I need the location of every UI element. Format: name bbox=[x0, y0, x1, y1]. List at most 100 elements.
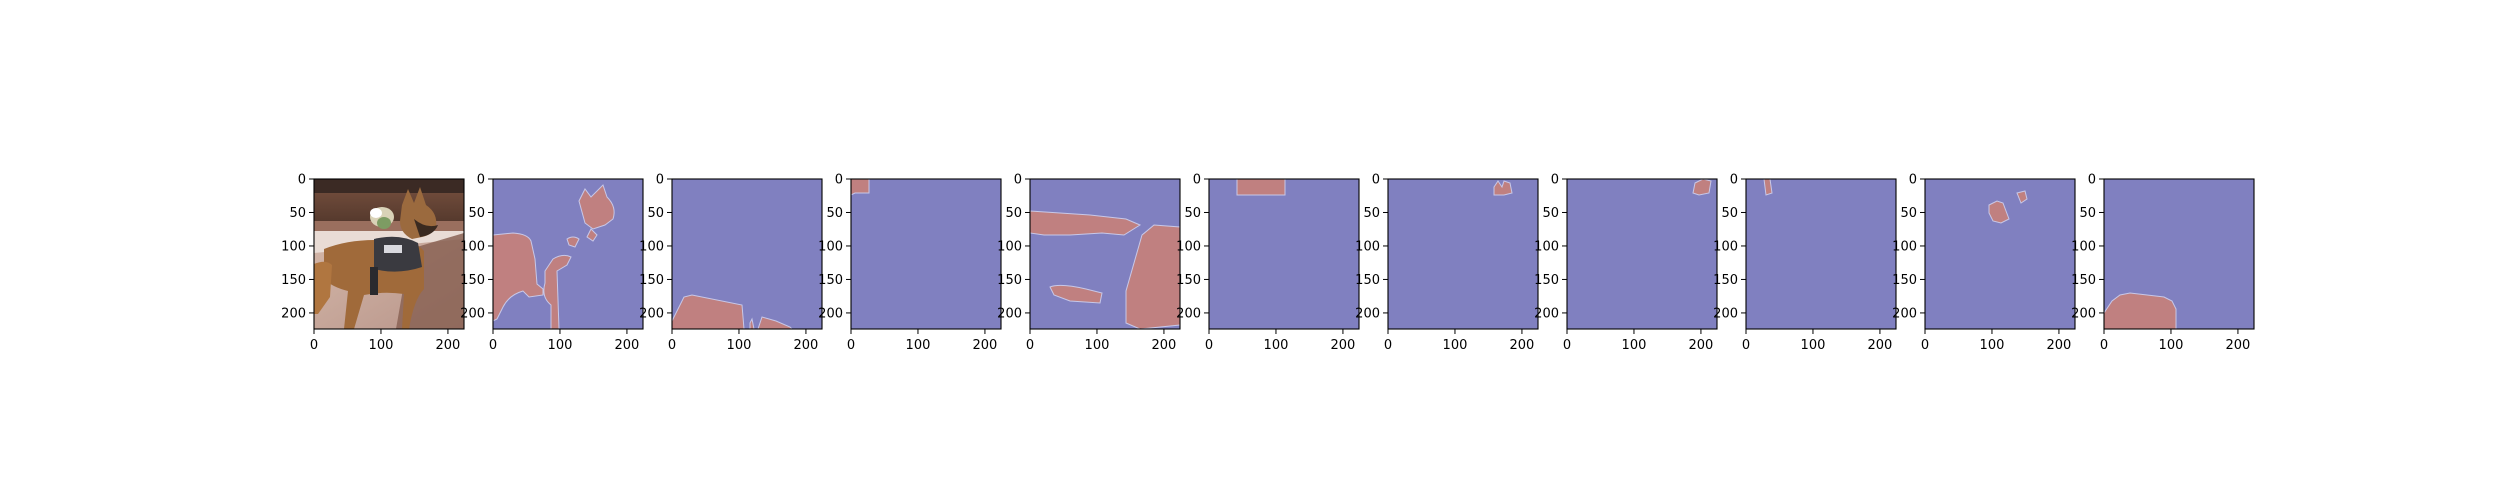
panel-mask-1 bbox=[492, 179, 643, 330]
y-tick-label: 50 bbox=[2079, 206, 2096, 221]
y-tick-label: 150 bbox=[1892, 273, 1917, 288]
axes-mask-7: 0 100 200 0 50 100 150 200 bbox=[1534, 173, 1718, 353]
axes-mask-4: 0 100 200 0 50 100 150 200 bbox=[997, 173, 1181, 353]
y-tick-label: 100 bbox=[818, 239, 843, 254]
axes-frame bbox=[313, 178, 465, 330]
y-tick-label: 0 bbox=[1551, 173, 1559, 188]
x-tick-label: 200 bbox=[794, 338, 819, 353]
x-tick-label: 100 bbox=[369, 338, 394, 353]
y-tick-label: 0 bbox=[1730, 173, 1738, 188]
x-tick-label: 100 bbox=[727, 338, 752, 353]
y-tick-label: 150 bbox=[460, 273, 485, 288]
x-tick-label: 100 bbox=[1801, 338, 1826, 353]
x-tick-label: 200 bbox=[1868, 338, 1893, 353]
y-tick-label: 0 bbox=[298, 173, 306, 188]
x-tick-label: 100 bbox=[548, 338, 573, 353]
y-tick-label: 0 bbox=[835, 173, 843, 188]
y-tick-label: 100 bbox=[1713, 239, 1738, 254]
panel-mask-3 bbox=[850, 178, 1001, 329]
axes-mask-8: 0 100 200 0 50 100 150 200 bbox=[1713, 173, 1897, 353]
axes-frame bbox=[1566, 178, 1718, 330]
axes-layer: 0 100 200 0 50 100 150 200 0 100 200 0 50 100 150 200 0 1… bbox=[281, 173, 2255, 353]
y-tick-label: 200 bbox=[818, 306, 843, 321]
y-tick-label: 100 bbox=[997, 239, 1022, 254]
axes-mask-6: 0 100 200 0 50 100 150 200 bbox=[1355, 173, 1539, 353]
axes-frame bbox=[1387, 178, 1539, 330]
y-tick-label: 0 bbox=[2088, 173, 2096, 188]
axes-frame bbox=[850, 178, 1002, 330]
y-tick-label: 100 bbox=[460, 239, 485, 254]
y-tick-label: 200 bbox=[460, 306, 485, 321]
x-tick-label: 200 bbox=[615, 338, 640, 353]
y-tick-label: 150 bbox=[281, 273, 306, 288]
y-tick-label: 100 bbox=[1355, 239, 1380, 254]
y-tick-label: 150 bbox=[818, 273, 843, 288]
y-tick-label: 150 bbox=[1713, 273, 1738, 288]
x-tick-label: 200 bbox=[2226, 338, 2251, 353]
x-tick-label: 200 bbox=[1152, 338, 1177, 353]
y-tick-label: 50 bbox=[826, 206, 843, 221]
y-tick-label: 50 bbox=[1005, 206, 1022, 221]
panel-mask-10 bbox=[2103, 179, 2254, 330]
panel-mask-9 bbox=[1925, 179, 2075, 329]
y-tick-label: 0 bbox=[1014, 173, 1022, 188]
axes-mask-2: 0 100 200 0 50 100 150 200 bbox=[639, 173, 823, 353]
x-tick-label: 0 bbox=[310, 338, 318, 353]
y-tick-label: 50 bbox=[1721, 206, 1738, 221]
y-tick-label: 50 bbox=[289, 206, 306, 221]
x-tick-label: 200 bbox=[1689, 338, 1714, 353]
y-tick-label: 200 bbox=[1534, 306, 1559, 321]
y-tick-label: 0 bbox=[1372, 173, 1380, 188]
y-tick-label: 0 bbox=[1909, 173, 1917, 188]
y-tick-label: 100 bbox=[1892, 239, 1917, 254]
y-tick-label: 200 bbox=[639, 306, 664, 321]
x-tick-label: 0 bbox=[1384, 338, 1392, 353]
panel-photo bbox=[314, 179, 464, 329]
panel-mask-8 bbox=[1746, 178, 1896, 329]
axes-frame bbox=[1745, 178, 1897, 330]
x-tick-label: 100 bbox=[1622, 338, 1647, 353]
axes-frame bbox=[1924, 178, 2076, 330]
y-tick-label: 50 bbox=[468, 206, 485, 221]
y-tick-label: 150 bbox=[639, 273, 664, 288]
x-tick-label: 200 bbox=[436, 338, 461, 353]
axes-mask-5: 0 100 200 0 50 100 150 200 bbox=[1176, 173, 1360, 353]
axes-frame bbox=[1029, 178, 1181, 330]
x-tick-label: 100 bbox=[2159, 338, 2184, 353]
x-tick-label: 200 bbox=[1331, 338, 1356, 353]
x-tick-label: 0 bbox=[2100, 338, 2108, 353]
y-tick-label: 200 bbox=[1713, 306, 1738, 321]
y-tick-label: 150 bbox=[1355, 273, 1380, 288]
panel-mask-2 bbox=[671, 179, 822, 330]
axes-photo: 0 100 200 0 50 100 150 200 bbox=[281, 173, 465, 353]
y-tick-label: 200 bbox=[1892, 306, 1917, 321]
panel-mask-5 bbox=[1209, 178, 1359, 329]
x-tick-label: 0 bbox=[1205, 338, 1213, 353]
y-tick-label: 0 bbox=[477, 173, 485, 188]
y-tick-label: 100 bbox=[281, 239, 306, 254]
x-tick-label: 200 bbox=[1510, 338, 1535, 353]
y-tick-label: 200 bbox=[997, 306, 1022, 321]
y-tick-label: 0 bbox=[1193, 173, 1201, 188]
y-tick-label: 150 bbox=[1176, 273, 1201, 288]
y-tick-label: 50 bbox=[1542, 206, 1559, 221]
y-tick-label: 200 bbox=[2071, 306, 2096, 321]
y-tick-label: 150 bbox=[1534, 273, 1559, 288]
y-tick-label: 0 bbox=[656, 173, 664, 188]
x-tick-label: 100 bbox=[1085, 338, 1110, 353]
y-tick-label: 50 bbox=[647, 206, 664, 221]
x-tick-label: 100 bbox=[1264, 338, 1289, 353]
x-tick-label: 0 bbox=[1563, 338, 1571, 353]
y-tick-label: 200 bbox=[1176, 306, 1201, 321]
y-tick-label: 100 bbox=[1534, 239, 1559, 254]
y-tick-label: 100 bbox=[639, 239, 664, 254]
y-tick-label: 150 bbox=[997, 273, 1022, 288]
axes-mask-1: 0 100 200 0 50 100 150 200 bbox=[460, 173, 644, 353]
panel-mask-7 bbox=[1567, 178, 1717, 329]
panel-mask-6 bbox=[1388, 179, 1538, 329]
x-tick-label: 200 bbox=[2047, 338, 2072, 353]
axes-frame bbox=[2103, 178, 2255, 330]
axes-frame bbox=[1208, 178, 1360, 330]
y-tick-label: 200 bbox=[281, 306, 306, 321]
